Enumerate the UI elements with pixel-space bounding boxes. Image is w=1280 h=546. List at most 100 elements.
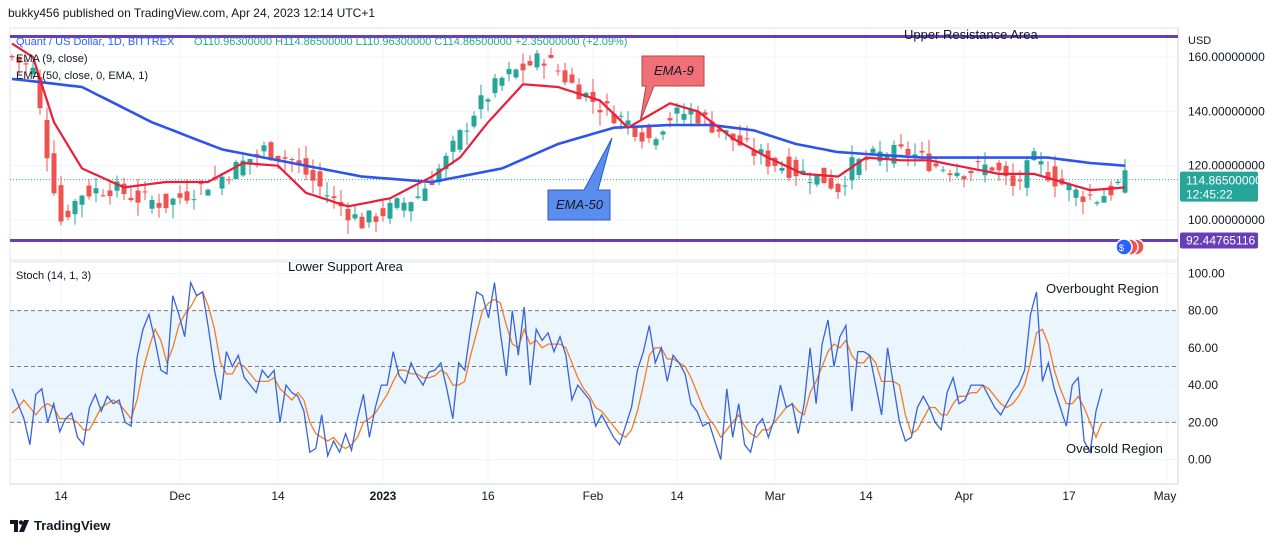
candle-body [9,55,15,58]
main-pane-frame [9,27,1179,261]
candle-body [380,208,386,217]
candle-body [569,74,575,83]
candle-body [37,77,43,109]
candle-body [1122,170,1128,193]
candle-body [667,118,673,121]
candle-body [275,155,281,161]
candle-body [72,201,78,215]
candle-body [282,157,288,159]
candle-body [1108,185,1114,196]
candle-body [30,67,36,75]
candle-body [233,162,239,179]
candle-body [226,179,232,181]
candle-body [394,198,400,208]
candle-body [527,61,533,66]
tradingview-footer[interactable]: TradingView [10,518,110,533]
candle-body [121,183,127,195]
candle-body [219,176,225,189]
candle-body [156,203,162,208]
ema50-callout [547,137,613,221]
candle-body [436,168,442,183]
candle-body [975,161,981,163]
candle-body [23,63,29,65]
candle-body [177,193,183,198]
candle-body [1101,196,1107,203]
candle-body [429,182,435,186]
candle-body [940,169,946,171]
candle-body [464,130,470,132]
candle-body [373,216,379,222]
candle-body [597,110,603,113]
candle-body [541,63,547,66]
candle-body [268,142,274,161]
candle-body [58,185,64,222]
candle-body [457,130,463,150]
stoch-legend[interactable]: Stoch (14, 1, 3) [16,270,91,282]
candle-body [758,149,764,154]
ema50-line[interactable] [11,77,1126,184]
candle-body [933,163,939,167]
candle-body [310,170,316,181]
tradingview-brand: TradingView [34,518,111,533]
candle-body [681,113,687,120]
stoch-tick-label: 0.00 [1188,453,1212,467]
candle-body [289,159,295,161]
candle-body [65,210,71,218]
candle-body [849,157,855,181]
candle-body [856,159,862,175]
ema9-line[interactable] [11,42,1126,208]
publisher-header: bukky456 published on TradingView.com, A… [8,6,376,20]
candle-body [800,170,806,174]
ema9-legend[interactable]: EMA (9, close) [16,53,88,65]
candle-body [1003,165,1009,177]
candle-body [611,113,617,124]
candle-body [807,182,813,184]
candle-body [114,181,120,191]
candle-body [947,173,953,176]
candle-body [170,198,176,205]
candle-body [261,145,267,152]
candle-body [128,197,134,201]
candle-body [1087,194,1093,196]
candle-body [863,158,869,161]
candle-body [618,115,624,117]
oversold-label: Oversold Region [1066,441,1163,456]
time-tick-label: 14 [271,489,285,503]
ema50-legend[interactable]: EMA (50, close, 0, EMA, 1) [16,70,148,82]
time-axis-labels: 14 Dec 14 2023 16 Feb 14 Mar 14 Apr 17 May [54,489,1176,503]
candle-body [408,202,414,212]
candle-body [198,183,204,185]
candle-body [422,188,428,201]
candle-body [471,115,477,127]
ohlc-legend: O110.96300000 H114.86500000 L110.9630000… [194,36,627,48]
candle-body [660,131,666,135]
candle-body [751,150,757,156]
candle-body [835,183,841,193]
candle-body [576,84,582,100]
candle-body [1073,189,1079,198]
candle-body [646,124,652,139]
overbought-label: Overbought Region [1046,281,1159,296]
candle-body [478,95,484,110]
candle-body [877,151,883,162]
usd-coin-icons: $ [1115,238,1145,256]
symbol-legend[interactable]: Quant / US Dollar, 1D, BITTREX [16,36,175,48]
candle-body [744,138,750,140]
candle-body [247,158,253,165]
candle-body [415,196,421,198]
candle-body [443,155,449,170]
candle-body [674,107,680,114]
price-tick-label: 120.00000000 [1188,159,1265,173]
candle-body [79,195,85,205]
candle-body [254,153,260,155]
candle-body [912,154,918,157]
candle-body [450,140,456,152]
candle-body [401,202,407,211]
candle-body [1052,166,1058,187]
upper-resistance-label: Upper Resistance Area [904,27,1038,42]
currency-label: USD [1188,35,1211,47]
stoch-k-line[interactable] [11,280,1103,460]
time-tick-label: 17 [1062,489,1076,503]
candle-body [359,216,365,229]
